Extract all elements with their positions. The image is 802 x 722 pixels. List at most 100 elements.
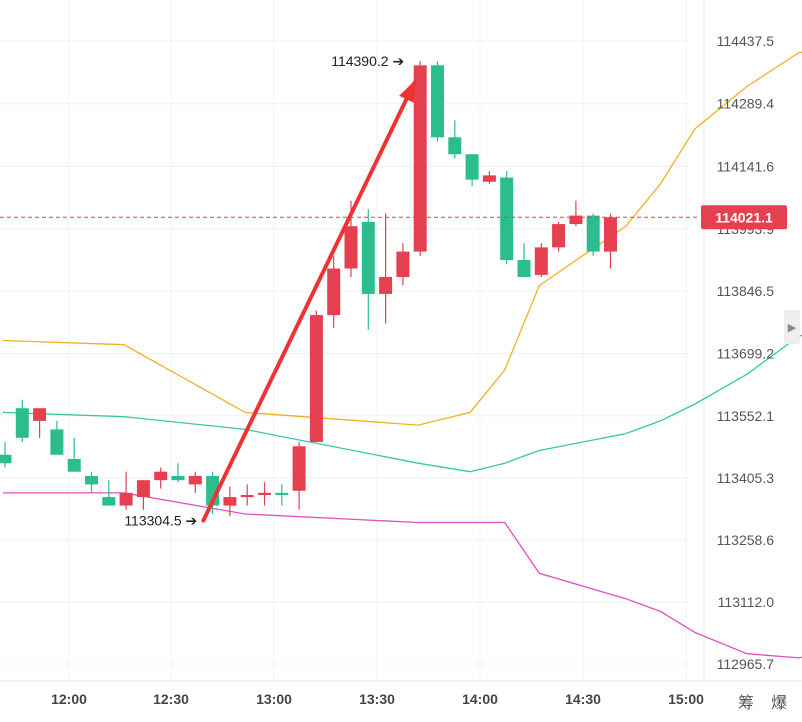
x-tick-label: 13:30 (359, 691, 395, 707)
x-tick-label: 15:00 (668, 691, 704, 707)
candle-body (85, 475, 98, 485)
candle-body (275, 492, 289, 495)
candle-body (292, 446, 306, 491)
candle (240, 484, 254, 506)
x-tick-label: 12:30 (153, 691, 189, 707)
candle-body (15, 408, 29, 438)
candle-body (552, 224, 566, 248)
candle (50, 420, 64, 455)
middle-band (2, 334, 802, 473)
candle (258, 482, 271, 506)
candle (223, 486, 237, 517)
current-price-badge (701, 205, 787, 230)
candle (136, 480, 150, 510)
price-annotations: 114390.2 ➔ 113304.5 ➔ (124, 53, 404, 529)
candle-body (534, 247, 548, 275)
candle-body (448, 137, 462, 155)
candle (569, 200, 583, 227)
candle (552, 221, 566, 252)
candle-body (604, 217, 617, 252)
candle (33, 408, 47, 438)
trend-arrow-line (201, 81, 417, 523)
candle-body (361, 221, 375, 294)
candle-body (240, 494, 254, 498)
lower-band (3, 492, 802, 659)
candle-body (431, 65, 444, 138)
candle-body (344, 226, 358, 269)
y-tick-label: 112965.7 (717, 656, 775, 672)
candle (85, 471, 98, 493)
time-axis[interactable]: 12:00 12:30 13:00 13:30 14:00 14:30 15:00 (51, 691, 704, 707)
candle (517, 243, 531, 277)
candle (482, 171, 496, 184)
candle (448, 120, 462, 159)
candle-body (33, 408, 47, 421)
candle (171, 463, 185, 483)
candle-body (119, 492, 133, 506)
x-tick-label: 13:00 (256, 691, 292, 707)
trend-arrow (201, 79, 417, 523)
x-tick-label: 12:00 (51, 691, 87, 707)
candle (413, 61, 427, 256)
trend-arrow-head (399, 79, 416, 103)
y-tick-label: 113552.1 (717, 408, 775, 424)
candle-body (482, 175, 496, 182)
candle-body (500, 177, 514, 261)
x-tick-label: 14:30 (565, 691, 601, 707)
y-tick-label: 113846.5 (717, 283, 775, 299)
candle (15, 399, 29, 443)
candle (534, 243, 548, 277)
candle (604, 213, 617, 269)
candle-body (309, 315, 323, 443)
candle (102, 480, 116, 506)
grid-lines (0, 0, 802, 682)
high-price-label: 114390.2 ➔ (331, 53, 404, 69)
candle (275, 484, 289, 506)
candle-body (396, 251, 410, 277)
upper-band (2, 51, 802, 426)
x-tick-label: 14:00 (462, 691, 498, 707)
y-tick-label: 113112.0 (718, 594, 775, 610)
candle (0, 442, 12, 468)
candle (379, 213, 393, 324)
candle-body (258, 492, 271, 495)
candle-body (586, 215, 600, 252)
candle (327, 255, 341, 328)
candle-body (517, 260, 531, 277)
y-tick-label: 114289.4 (717, 96, 775, 112)
candle (361, 209, 375, 330)
candle (396, 243, 410, 286)
y-tick-label: 113258.6 (717, 532, 775, 548)
candle-body (67, 459, 81, 472)
candle (431, 61, 444, 142)
candle (67, 437, 81, 472)
candle-body (223, 497, 237, 506)
candle-body (0, 454, 12, 464)
chevron-right-icon: ▶ (787, 321, 797, 334)
candle-body (379, 276, 393, 294)
candle (119, 471, 133, 510)
y-tick-label: 113405.3 (717, 470, 775, 486)
candles (0, 61, 617, 517)
candle-body (413, 65, 427, 252)
y-tick-label: 114437.5 (717, 33, 775, 49)
candle-body (465, 154, 479, 180)
corner-label: 筹 爆 (738, 693, 794, 712)
candle-body (102, 497, 116, 506)
side-panel-toggle[interactable]: ▶ (784, 310, 800, 344)
y-tick-label: 114141.6 (717, 158, 775, 174)
candle-body (154, 471, 168, 481)
low-price-label: 113304.5 ➔ (124, 513, 197, 529)
y-tick-label: 113699.2 (717, 346, 775, 362)
candle (465, 154, 479, 186)
candle (586, 213, 600, 256)
price-axis[interactable]: 114437.5114289.4114141.6113993.9113846.5… (717, 33, 775, 672)
candle-body (327, 268, 341, 316)
candle (188, 471, 202, 493)
current-price-marker: 114021.1 (0, 205, 787, 230)
candle (309, 310, 323, 443)
candle-body (50, 429, 64, 455)
candle-body (569, 215, 583, 225)
candle-body (188, 475, 202, 485)
